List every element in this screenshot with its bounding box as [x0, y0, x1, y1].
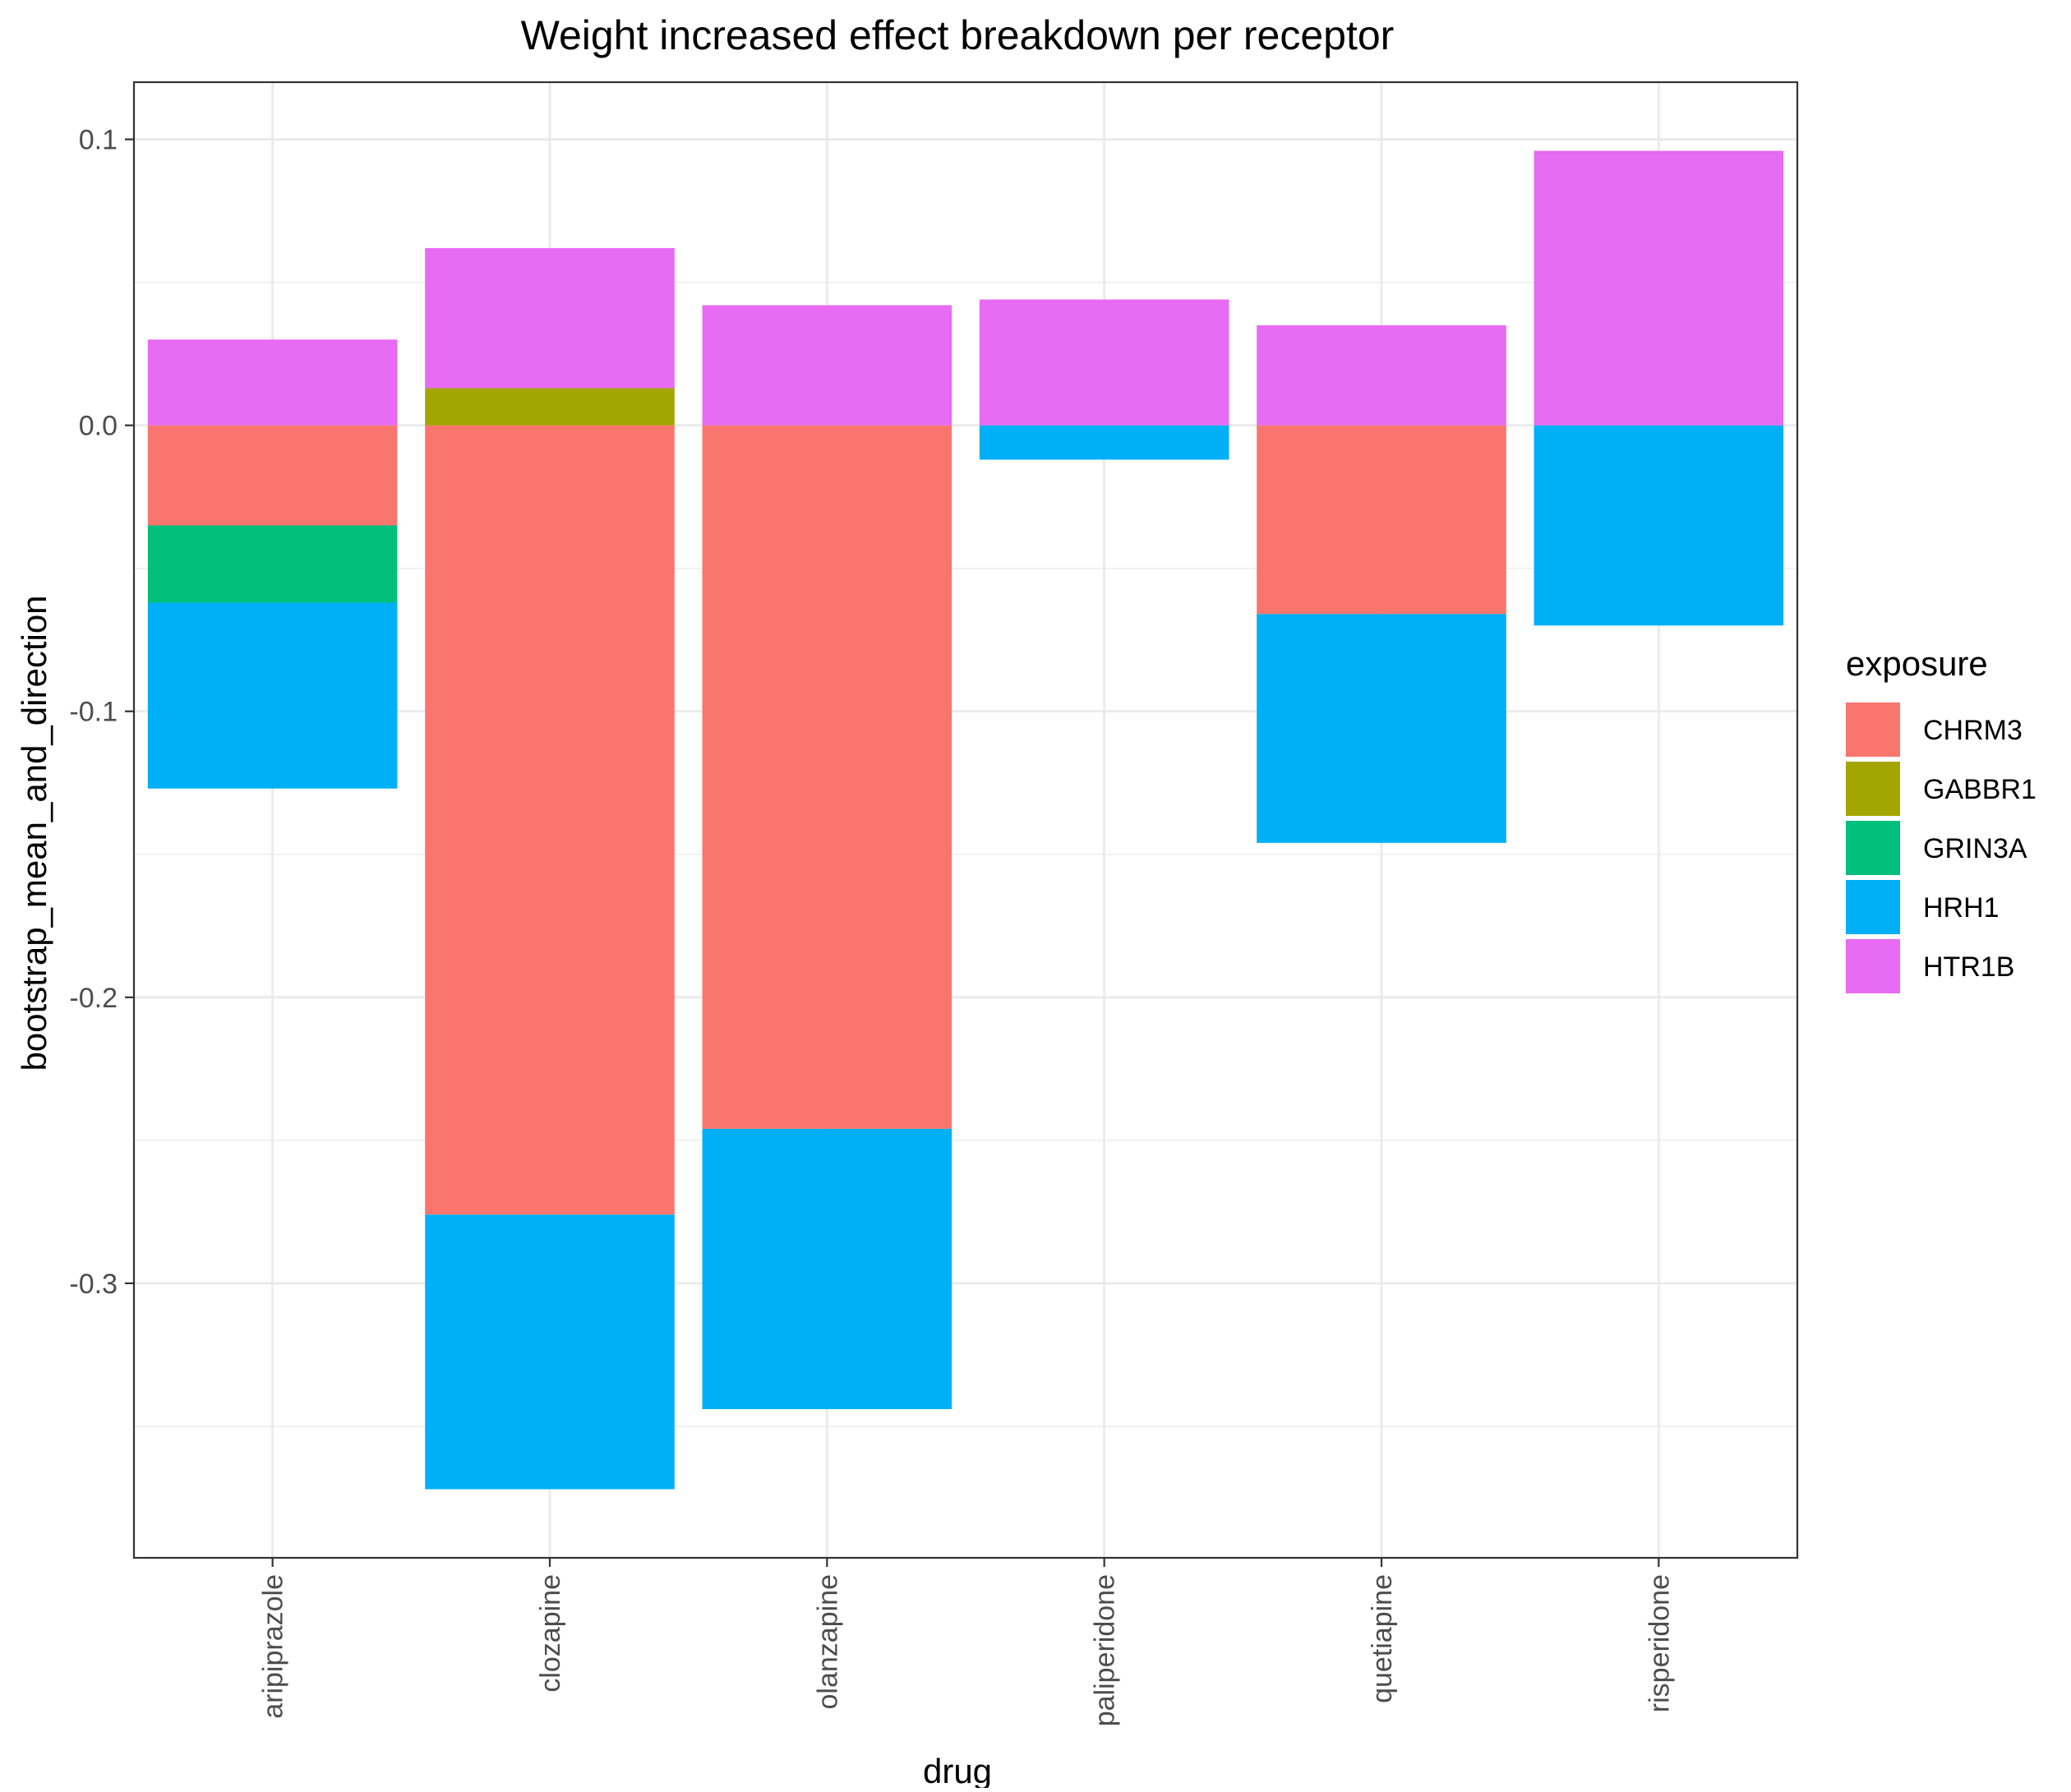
y-tick-label: 0.1 — [79, 125, 118, 156]
legend-title: exposure — [1846, 644, 1988, 683]
legend-key-HRH1 — [1846, 880, 1900, 934]
panel-border — [132, 81, 1799, 1559]
bar-clozapine-HTR1B — [425, 247, 675, 389]
bar-olanzapine-CHRM3 — [702, 425, 952, 1129]
legend-key-CHRM3 — [1846, 703, 1900, 757]
bar-paliperidone-HTR1B — [979, 299, 1229, 426]
bar-clozapine-GABBR1 — [425, 388, 675, 426]
bar-aripiprazole-GRIN3A — [147, 525, 398, 603]
bar-quetiapine-HTR1B — [1257, 325, 1506, 426]
x-tick-label: olanzapine — [812, 1574, 843, 1709]
x-tick-label: quetiapine — [1367, 1574, 1398, 1703]
plot-panel — [134, 82, 1797, 1558]
legend-label-HTR1B: HTR1B — [1923, 951, 2014, 983]
legend-label-GABBR1: GABBR1 — [1923, 774, 2036, 805]
legend: exposure CHRM3 GABBR1 GRIN3A HRH1 HTR1B — [1846, 644, 2036, 993]
legend-label-CHRM3: CHRM3 — [1923, 715, 2023, 746]
legend-label-GRIN3A: GRIN3A — [1923, 833, 2027, 864]
bar-clozapine-HRH1 — [425, 1214, 675, 1490]
y-axis-title: bootstrap_mean_and_direction — [15, 595, 53, 1071]
bar-quetiapine-HRH1 — [1257, 614, 1506, 843]
bar-quetiapine-CHRM3 — [1257, 425, 1506, 615]
bar-olanzapine-HTR1B — [702, 305, 952, 426]
bar-aripiprazole-HRH1 — [147, 602, 398, 789]
legend-key-GABBR1 — [1846, 762, 1900, 816]
y-tick-label: 0.0 — [79, 411, 118, 442]
x-tick-label: aripiprazole — [258, 1574, 289, 1719]
legend-label-HRH1: HRH1 — [1923, 892, 2000, 924]
y-tick-label: -0.2 — [69, 983, 118, 1014]
bar-olanzapine-HRH1 — [702, 1128, 952, 1410]
legend-key-GRIN3A — [1846, 821, 1900, 875]
bar-risperidone-HTR1B — [1534, 150, 1784, 426]
chart-title: Weight increased effect breakdown per re… — [521, 12, 1395, 58]
y-tick-label: -0.1 — [69, 697, 118, 728]
bar-aripiprazole-CHRM3 — [147, 425, 398, 526]
bar-clozapine-CHRM3 — [425, 425, 675, 1215]
bar-aripiprazole-HTR1B — [147, 339, 398, 426]
x-tick-label: paliperidone — [1090, 1574, 1121, 1726]
x-tick-label: risperidone — [1644, 1574, 1675, 1712]
legend-key-HTR1B — [1846, 939, 1900, 993]
bar-risperidone-HRH1 — [1534, 425, 1784, 626]
y-tick-label: -0.3 — [69, 1269, 118, 1300]
bar-paliperidone-HRH1 — [979, 425, 1229, 460]
x-axis-title: drug — [923, 1752, 992, 1788]
x-tick-label: clozapine — [535, 1574, 566, 1693]
